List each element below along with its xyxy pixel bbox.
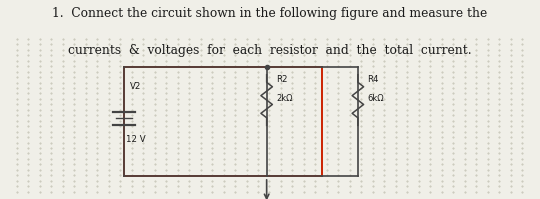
Text: R2: R2: [276, 75, 288, 84]
Bar: [124, 67, 322, 176]
Text: currents  &  voltages  for  each  resistor  and  the  total  current.: currents & voltages for each resistor an…: [68, 44, 472, 57]
Text: V2: V2: [130, 82, 141, 91]
Text: 12 V: 12 V: [126, 135, 146, 143]
Text: 6kΩ: 6kΩ: [367, 94, 384, 103]
Text: 2kΩ: 2kΩ: [276, 94, 293, 103]
Text: R4: R4: [367, 75, 379, 84]
Text: 1.  Connect the circuit shown in the following figure and measure the: 1. Connect the circuit shown in the foll…: [52, 7, 488, 20]
